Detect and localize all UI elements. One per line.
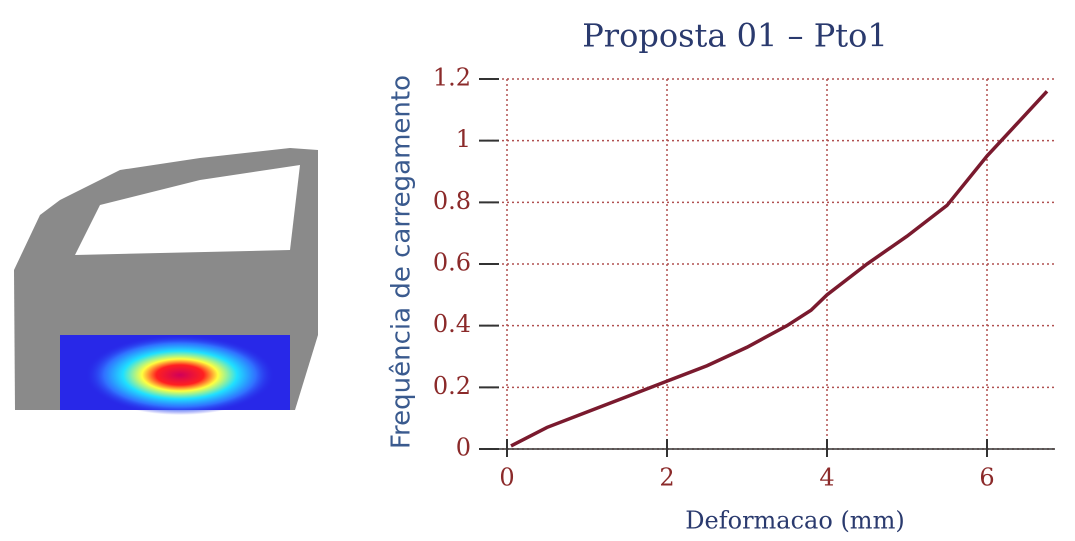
y-tick-label: 1.2	[433, 64, 471, 92]
x-tick-label: 2	[659, 464, 674, 492]
data-line	[510, 90, 1049, 448]
x-tick-label: 0	[499, 464, 514, 492]
y-tick-label: 0.6	[433, 249, 471, 277]
y-tick-label: 0	[456, 434, 471, 462]
x-tick-label: 4	[819, 464, 834, 492]
chart-title: Proposta 01 – Pto1	[582, 17, 887, 55]
y-axis-label: Frequência de carregamento	[387, 75, 417, 449]
y-tick-label: 0.8	[433, 187, 471, 215]
y-tick-label: 0.2	[433, 372, 471, 400]
y-tick-label: 0.4	[433, 310, 471, 338]
plot: 0 0.2 0.4 0.6 0.8 1 1.2 0 2 4 6	[433, 64, 1055, 492]
y-tick-label: 1	[456, 125, 471, 153]
x-tick-label: 6	[979, 464, 994, 492]
door-image	[14, 148, 318, 415]
x-axis-label: Deformacao (mm)	[685, 507, 904, 535]
